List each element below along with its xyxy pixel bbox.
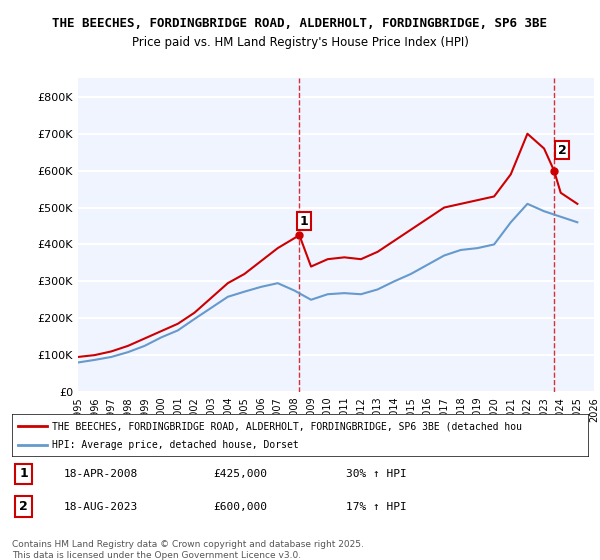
- Text: 1: 1: [19, 467, 28, 480]
- Text: 18-APR-2008: 18-APR-2008: [64, 469, 138, 479]
- Text: THE BEECHES, FORDINGBRIDGE ROAD, ALDERHOLT, FORDINGBRIDGE, SP6 3BE: THE BEECHES, FORDINGBRIDGE ROAD, ALDERHO…: [53, 17, 548, 30]
- Text: 18-AUG-2023: 18-AUG-2023: [64, 502, 138, 511]
- Text: 2: 2: [558, 144, 567, 157]
- Text: £600,000: £600,000: [214, 502, 268, 511]
- Text: HPI: Average price, detached house, Dorset: HPI: Average price, detached house, Dors…: [52, 440, 299, 450]
- Text: 30% ↑ HPI: 30% ↑ HPI: [346, 469, 407, 479]
- Text: Price paid vs. HM Land Registry's House Price Index (HPI): Price paid vs. HM Land Registry's House …: [131, 36, 469, 49]
- Text: 1: 1: [300, 214, 309, 228]
- Text: Contains HM Land Registry data © Crown copyright and database right 2025.
This d: Contains HM Land Registry data © Crown c…: [12, 540, 364, 560]
- Text: 2: 2: [19, 500, 28, 513]
- Text: THE BEECHES, FORDINGBRIDGE ROAD, ALDERHOLT, FORDINGBRIDGE, SP6 3BE (detached hou: THE BEECHES, FORDINGBRIDGE ROAD, ALDERHO…: [52, 421, 523, 431]
- Text: £425,000: £425,000: [214, 469, 268, 479]
- Text: 17% ↑ HPI: 17% ↑ HPI: [346, 502, 407, 511]
